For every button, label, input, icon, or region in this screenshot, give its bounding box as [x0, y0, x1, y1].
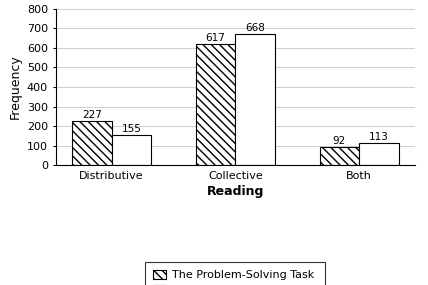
Text: 92: 92	[333, 136, 346, 146]
Bar	[196, 44, 235, 165]
Bar	[235, 34, 275, 165]
X-axis label: Reading: Reading	[207, 185, 264, 198]
Bar	[359, 143, 399, 165]
Text: 617: 617	[206, 33, 226, 43]
Text: 113: 113	[369, 132, 389, 142]
Text: 668: 668	[245, 23, 265, 33]
Bar	[72, 121, 112, 165]
Bar	[112, 135, 151, 165]
Text: 227: 227	[82, 110, 102, 120]
Bar	[320, 147, 359, 165]
Legend: The Problem-Solving Task, The Picture-Selection Task: The Problem-Solving Task, The Picture-Se…	[145, 262, 326, 285]
Text: 155: 155	[122, 124, 141, 134]
Y-axis label: Frequency: Frequency	[8, 54, 21, 119]
